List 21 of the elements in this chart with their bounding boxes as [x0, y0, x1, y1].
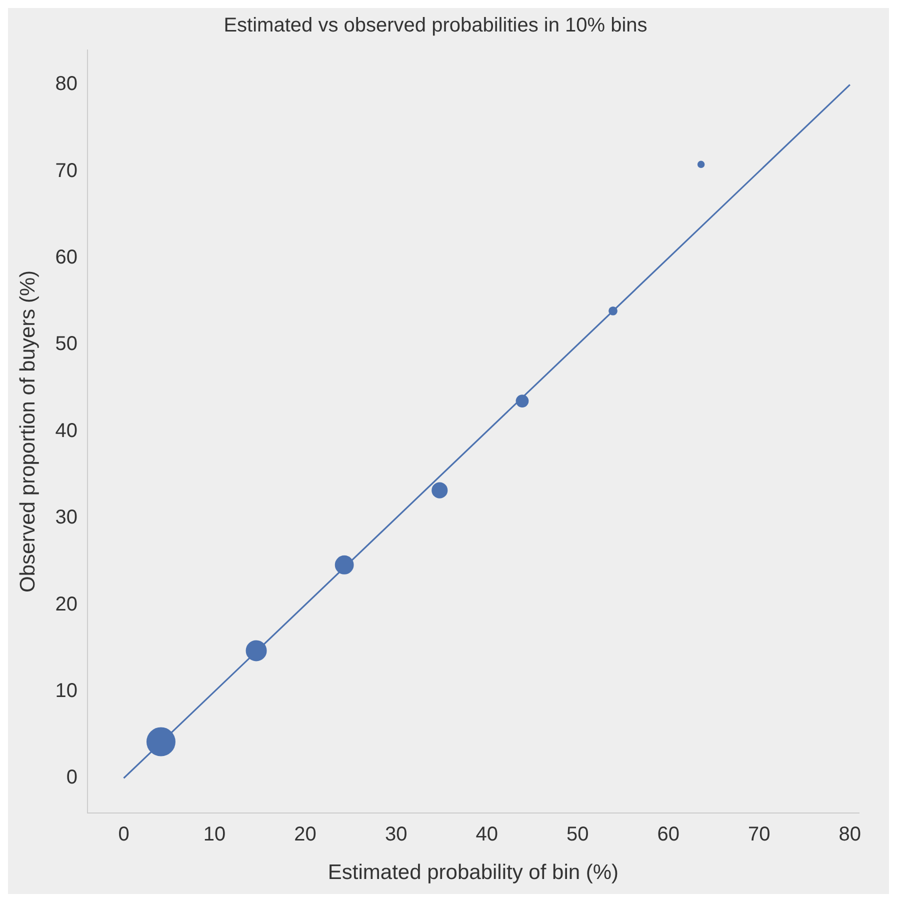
- y-tick-label: 40: [55, 420, 78, 442]
- chart-title: Estimated vs observed probabilities in 10% bins: [224, 14, 648, 37]
- y-tick-label: 70: [55, 160, 78, 182]
- y-tick-label: 20: [55, 593, 78, 616]
- x-tick-label: 30: [384, 823, 408, 846]
- y-tick-label: 10: [55, 680, 78, 702]
- x-tick-label: 50: [566, 823, 589, 846]
- x-axis-title: Estimated probability of bin (%): [328, 861, 619, 884]
- x-tick-label: 60: [657, 823, 680, 846]
- x-tick-label: 20: [294, 823, 316, 846]
- y-tick-label: 30: [55, 506, 78, 529]
- y-tick-label: 80: [55, 73, 78, 96]
- x-tick-label: 70: [748, 823, 770, 846]
- x-tick-label: 10: [203, 823, 226, 846]
- x-tick-label: 40: [476, 823, 498, 846]
- y-tick-label: 0: [66, 766, 78, 789]
- x-tick-label: 80: [838, 823, 862, 846]
- y-axis-title: Observed proportion of buyers (%): [16, 270, 40, 592]
- y-tick-label: 50: [55, 333, 78, 356]
- y-tick-label: 60: [55, 246, 78, 269]
- x-tick-label: 0: [118, 823, 130, 846]
